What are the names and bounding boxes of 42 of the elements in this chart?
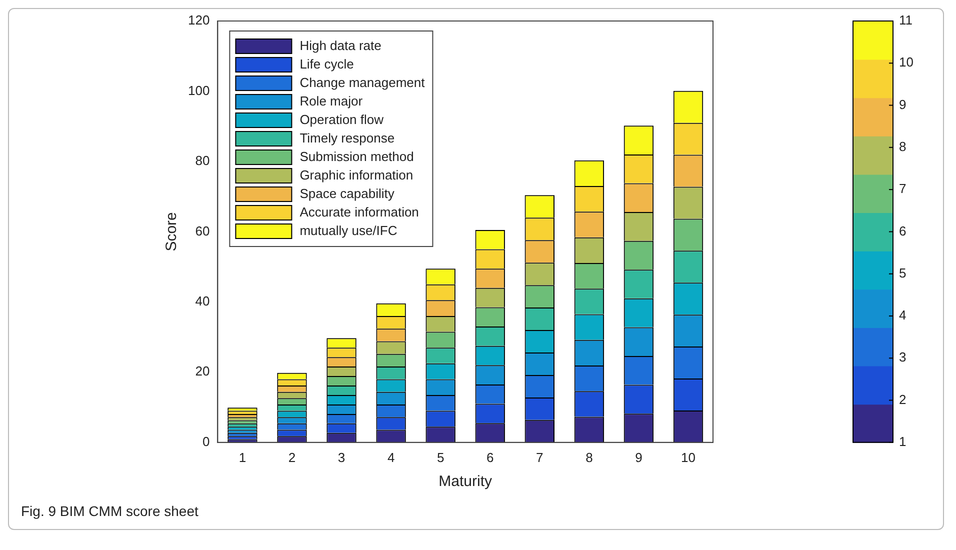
legend-label: Submission method [300, 148, 414, 164]
y-axis-title: Score [163, 212, 180, 252]
y-tick-label: 100 [188, 82, 210, 98]
x-tick-label: 4 [387, 450, 395, 465]
color-bar-label: 2 [899, 392, 906, 407]
legend-label: Space capability [300, 186, 395, 201]
x-tick-label: 10 [681, 450, 696, 465]
legend-label: High data rate [300, 38, 382, 53]
caption: Fig. 9 BIM CMM score sheet [20, 502, 200, 521]
x-tick-label: 1 [238, 450, 246, 465]
y-tick-label: 20 [195, 364, 210, 379]
x-tick-label: 8 [586, 450, 593, 465]
y-tick-label: 80 [195, 153, 210, 168]
color-bar-label: 4 [899, 308, 906, 323]
legend-label: Timely response [300, 130, 395, 146]
x-tick-label: 5 [436, 450, 444, 465]
legend-label: Graphic information [300, 167, 414, 182]
color-bar-label: 7 [899, 181, 906, 196]
x-axis-title: Maturity [438, 473, 493, 490]
color-bar-label: 3 [899, 350, 906, 365]
x-tick-label: 9 [635, 450, 642, 465]
color-bar-label: 11 [899, 12, 912, 28]
legend-label: Life cycle [300, 56, 354, 72]
y-tick-label: 0 [202, 434, 210, 449]
color-bar-label: 8 [899, 139, 906, 154]
x-tick-label: 2 [288, 450, 296, 465]
color-bar-label: 6 [899, 223, 906, 238]
legend-label: mutually use/IFC [300, 222, 398, 238]
color-bar-label: 9 [899, 96, 906, 112]
color-bar-label: 1 [899, 434, 906, 449]
color-bar-label: 10 [899, 54, 914, 70]
color-bar-label: 5 [899, 265, 906, 280]
x-tick-label: 6 [486, 450, 494, 465]
x-tick-label: 7 [536, 450, 544, 465]
x-tick-label: 3 [338, 450, 346, 465]
legend-label: Operation flow [300, 112, 384, 127]
y-tick-label: 120 [188, 12, 210, 28]
legend-label: Change management [300, 74, 426, 90]
y-tick-label: 40 [195, 294, 210, 309]
legend-label: Role major [300, 93, 364, 108]
y-tick-label: 60 [195, 223, 210, 238]
legend-label: Accurate information [300, 204, 419, 220]
